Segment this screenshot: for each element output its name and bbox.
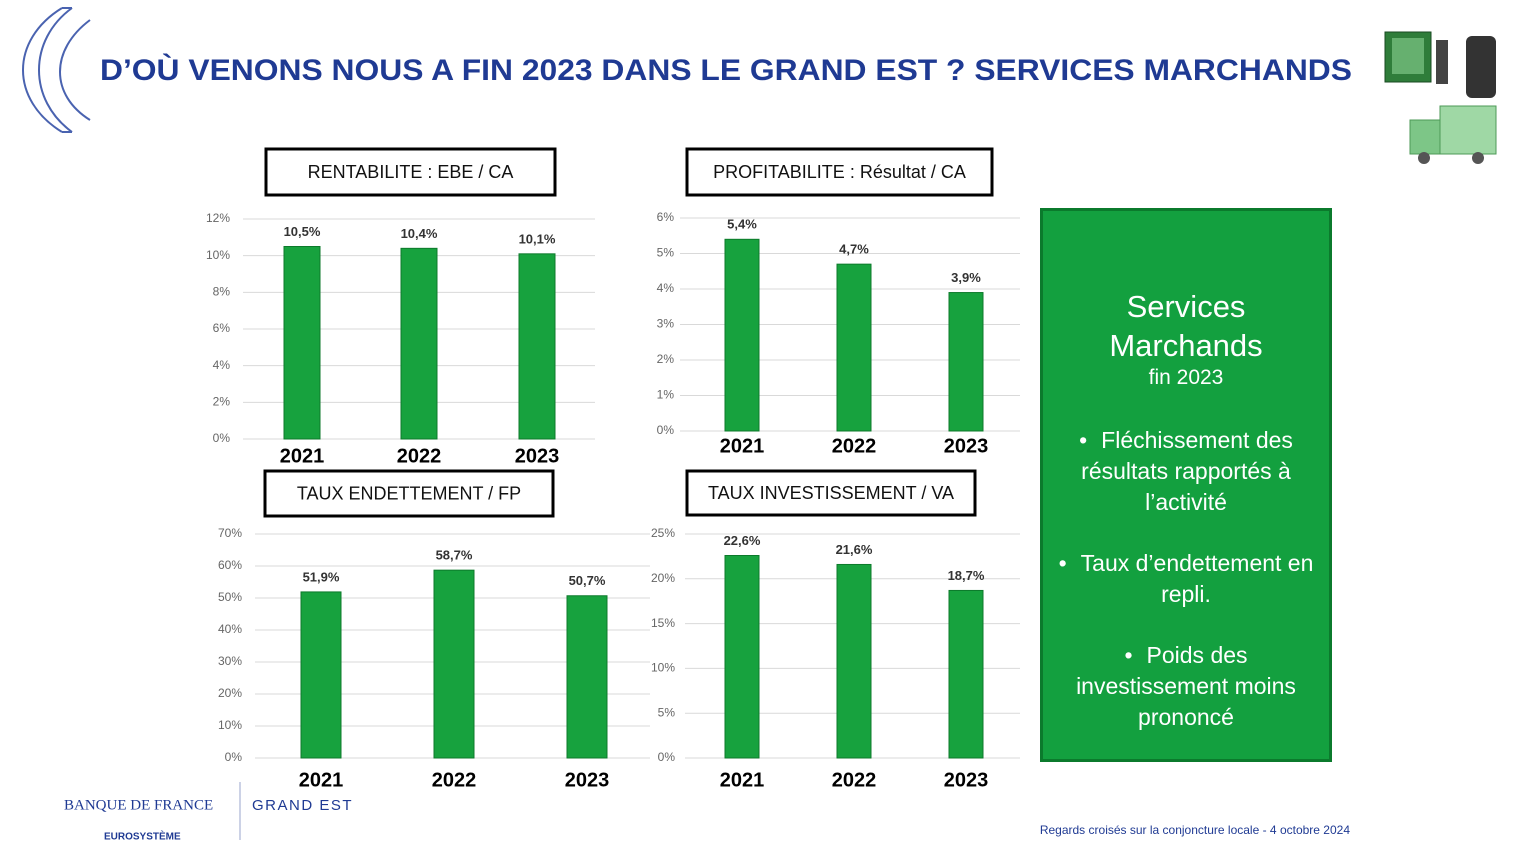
- chart-title-box: [685, 469, 977, 517]
- y-tick-label: 10%: [206, 248, 230, 262]
- x-tick-label: 2022: [432, 769, 477, 791]
- bar: [724, 555, 760, 759]
- footer-note: Regards croisés sur la conjoncture local…: [1040, 823, 1350, 837]
- bar: [300, 591, 342, 759]
- y-tick-label: 50%: [218, 590, 242, 604]
- value-label: 10,4%: [401, 226, 438, 241]
- y-tick-label: 10%: [218, 718, 242, 732]
- x-tick-label: 2021: [299, 769, 344, 791]
- y-tick-label: 30%: [218, 654, 242, 668]
- x-tick-label: 2022: [832, 769, 877, 791]
- summary-bullets: Fléchissement des résultats rapportés à …: [1043, 425, 1329, 733]
- chart-title-box: [263, 469, 555, 518]
- y-tick-label: 5%: [658, 705, 676, 719]
- x-tick-label: 2021: [720, 435, 765, 457]
- summary-title: Services Marchands: [1109, 289, 1263, 363]
- y-tick-label: 0%: [213, 431, 231, 445]
- y-tick-label: 8%: [213, 285, 231, 299]
- y-tick-label: 0%: [225, 750, 243, 764]
- chart-title: TAUX ENDETTEMENT / FP: [297, 483, 521, 503]
- chart-title-box: [685, 147, 994, 197]
- y-tick-label: 60%: [218, 558, 242, 572]
- bar: [948, 589, 984, 759]
- bar: [836, 263, 872, 432]
- value-label: 10,1%: [519, 231, 556, 246]
- chart-title: RENTABILITE : EBE / CA: [308, 162, 514, 182]
- value-label: 3,9%: [951, 270, 981, 285]
- y-tick-label: 40%: [218, 622, 242, 636]
- bar: [724, 238, 760, 432]
- y-tick-label: 12%: [206, 211, 230, 225]
- y-tick-label: 4%: [657, 281, 675, 295]
- x-tick-label: 2023: [515, 445, 560, 467]
- value-label: 18,7%: [948, 568, 985, 583]
- bar: [283, 246, 321, 440]
- x-tick-label: 2023: [944, 769, 989, 791]
- y-tick-label: 5%: [657, 246, 675, 260]
- summary-bullet: Poids des investissement moins prononcé: [1055, 640, 1317, 733]
- chart-title: PROFITABILITE : Résultat / CA: [713, 162, 966, 182]
- y-tick-label: 20%: [651, 571, 675, 585]
- summary-bullet: Taux d’endettement en repli.: [1055, 548, 1317, 610]
- x-tick-label: 2023: [944, 435, 989, 457]
- y-tick-label: 6%: [657, 210, 675, 224]
- y-tick-label: 3%: [657, 317, 675, 331]
- value-label: 58,7%: [436, 548, 473, 563]
- value-label: 10,5%: [284, 224, 321, 239]
- chart-title-box: [264, 147, 557, 197]
- logo-arcs: [22, 7, 91, 133]
- x-tick-label: 2021: [280, 445, 325, 467]
- summary-bullet: Fléchissement des résultats rapportés à …: [1055, 425, 1317, 518]
- x-tick-label: 2023: [565, 769, 610, 791]
- slide-title: D’OÙ VENONS NOUS A FIN 2023 DANS LE GRAN…: [100, 53, 1352, 87]
- y-tick-label: 20%: [218, 686, 242, 700]
- y-tick-label: 2%: [657, 352, 675, 366]
- footer-region: GRAND EST: [252, 797, 353, 814]
- x-tick-label: 2022: [832, 435, 877, 457]
- icons: [1384, 31, 1497, 164]
- value-label: 4,7%: [839, 242, 869, 257]
- y-tick-label: 6%: [213, 321, 231, 335]
- y-tick-label: 1%: [657, 388, 675, 402]
- x-tick-label: 2021: [720, 769, 765, 791]
- y-tick-label: 15%: [651, 616, 675, 630]
- summary-subtitle: fin 2023: [1148, 366, 1224, 389]
- footer-logo: BANQUE DE FRANCE EUROSYSTÈME GRAND EST R…: [64, 782, 1350, 843]
- summary-box: Services Marchands fin 2023 Fléchissemen…: [1040, 208, 1332, 762]
- y-tick-label: 70%: [218, 526, 242, 540]
- chart-title: TAUX INVESTISSEMENT / VA: [708, 483, 954, 503]
- value-label: 21,6%: [836, 542, 873, 557]
- y-tick-label: 4%: [213, 358, 231, 372]
- y-tick-label: 0%: [658, 750, 676, 764]
- value-label: 5,4%: [727, 217, 757, 232]
- value-label: 51,9%: [303, 569, 340, 584]
- y-tick-label: 10%: [651, 661, 675, 675]
- footer-brand: BANQUE DE FRANCE: [64, 797, 213, 813]
- bar: [566, 595, 608, 759]
- bar: [948, 292, 984, 432]
- bar: [836, 563, 872, 759]
- bar: [518, 253, 556, 440]
- y-tick-label: 2%: [213, 395, 231, 409]
- x-tick-label: 2022: [397, 445, 442, 467]
- value-label: 22,6%: [724, 533, 761, 548]
- footer-network: EUROSYSTÈME: [104, 830, 181, 843]
- y-tick-label: 0%: [657, 423, 675, 437]
- y-tick-label: 25%: [651, 526, 675, 540]
- value-label: 50,7%: [569, 573, 606, 588]
- bar: [400, 247, 438, 440]
- bar: [433, 569, 475, 759]
